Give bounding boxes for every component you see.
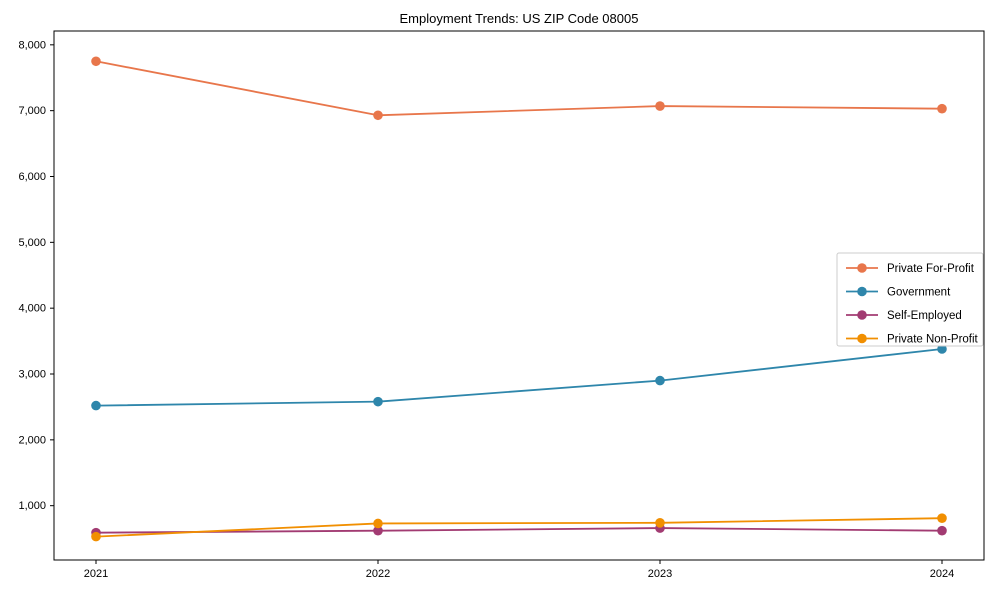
legend-marker-government bbox=[857, 286, 867, 297]
y-axis-tick-label: 2,000 bbox=[18, 434, 46, 446]
data-point-government bbox=[655, 375, 665, 386]
data-point-self-employed bbox=[373, 525, 383, 536]
legend-label-private-non-profit: Private Non-Profit bbox=[887, 334, 979, 346]
data-point-private-for-profit bbox=[655, 101, 665, 111]
series-line-government bbox=[95, 348, 943, 407]
series-line-private-non-profit bbox=[95, 517, 943, 538]
legend-label-self-employed: Self-Employed bbox=[887, 310, 962, 322]
data-point-private-non-profit bbox=[91, 531, 101, 542]
data-point-self-employed bbox=[937, 525, 947, 536]
plot-area-border bbox=[53, 30, 985, 561]
x-axis-tick-label: 2021 bbox=[84, 568, 108, 580]
series-line-self-employed bbox=[95, 527, 943, 534]
y-axis-tick-label: 8,000 bbox=[18, 39, 46, 51]
chart-title: Employment Trends: US ZIP Code 08005 bbox=[399, 11, 639, 26]
y-axis-tick-label: 4,000 bbox=[18, 303, 46, 315]
legend-label-government: Government bbox=[887, 287, 951, 299]
legend-label-private-for-profit: Private For-Profit bbox=[887, 263, 975, 275]
data-point-private-non-profit bbox=[655, 518, 665, 528]
data-point-private-non-profit bbox=[937, 513, 947, 523]
x-axis-tick-label: 2022 bbox=[366, 568, 390, 580]
legend-box bbox=[836, 252, 984, 347]
series-line-private-for-profit bbox=[95, 60, 943, 117]
legend-marker-private-for-profit bbox=[857, 263, 867, 273]
data-point-government bbox=[91, 400, 101, 411]
y-axis-tick-label: 7,000 bbox=[18, 105, 46, 117]
y-axis-tick-label: 6,000 bbox=[18, 171, 46, 183]
data-point-private-for-profit bbox=[373, 110, 383, 121]
x-axis-tick-label: 2023 bbox=[648, 568, 672, 580]
data-point-private-non-profit bbox=[373, 518, 383, 529]
legend-marker-self-employed bbox=[857, 310, 867, 320]
data-point-private-for-profit bbox=[937, 103, 947, 114]
y-axis-tick-label: 5,000 bbox=[18, 237, 46, 249]
y-axis-tick-label: 1,000 bbox=[18, 500, 46, 512]
legend-marker-private-non-profit bbox=[857, 333, 867, 344]
y-axis-tick-label: 3,000 bbox=[18, 369, 46, 381]
data-point-government bbox=[373, 396, 383, 407]
x-axis-tick-label: 2024 bbox=[930, 568, 954, 580]
data-point-private-for-profit bbox=[91, 56, 101, 67]
data-point-government bbox=[937, 344, 947, 354]
